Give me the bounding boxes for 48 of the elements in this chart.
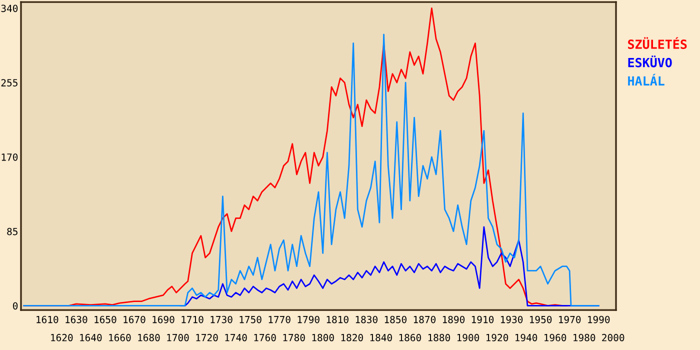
text: SZÜLETÉS [628,37,687,49]
x-tick-label: 1690 [152,316,174,324]
x2-tick-label: 1680 [138,334,160,342]
x-tick-label: 1870 [414,316,436,324]
x-tick-label: 1910 [472,316,494,324]
x-tick-label: 1850 [384,316,406,324]
y-tick-label: 85 [7,228,18,236]
x-tick-label: 1730 [210,316,232,324]
x2-tick-label: 1640 [80,334,102,342]
x2-tick-label: 1860 [399,334,422,342]
x-tick-label: 1890 [442,316,465,324]
x-tick-label: 1930 [500,316,523,324]
x2-tick-label: 1900 [457,334,480,342]
y-tick-label: 0 [13,302,18,310]
text: ESKÜVO [628,56,672,68]
x-tick-label: 1670 [124,316,146,324]
x2-tick-label: 1820 [341,334,363,342]
x2-tick-label: 1780 [283,334,305,342]
x2-tick-label: 1760 [254,334,276,342]
x-tick-label: 1990 [588,316,610,324]
text: HALÁL [628,74,664,86]
x2-tick-label: 2000 [602,334,624,342]
x-tick-label: 1950 [530,316,552,324]
x-tick-label: 1970 [559,316,581,324]
x2-tick-label: 1720 [196,334,218,342]
y-tick-label: 255 [1,79,18,86]
x-tick-label: 1750 [240,316,262,324]
x2-tick-label: 1940 [515,334,538,342]
x-tick-label: 1630 [66,316,88,324]
x-tick-label: 1650 [94,316,116,324]
x2-tick-label: 1960 [544,334,566,342]
x-tick-label: 1610 [36,316,58,324]
x2-tick-label: 1920 [486,334,508,342]
y-tick-label: 340 [1,4,18,12]
x2-tick-label: 1980 [574,334,596,342]
x-tick-label: 1830 [356,316,378,324]
x2-tick-label: 1700 [167,334,189,342]
x2-tick-label: 1800 [312,334,334,342]
x2-tick-label: 1620 [51,334,73,342]
x-tick-label: 1810 [326,316,348,324]
x2-tick-label: 1660 [109,334,131,342]
x-tick-label: 1710 [182,316,204,324]
y-tick-label: 170 [2,153,18,161]
x2-tick-label: 1740 [225,334,247,342]
x2-tick-label: 1840 [370,334,392,342]
x2-tick-label: 1880 [428,334,450,342]
x-tick-label: 1770 [268,316,290,324]
x-tick-label: 1790 [298,316,320,324]
